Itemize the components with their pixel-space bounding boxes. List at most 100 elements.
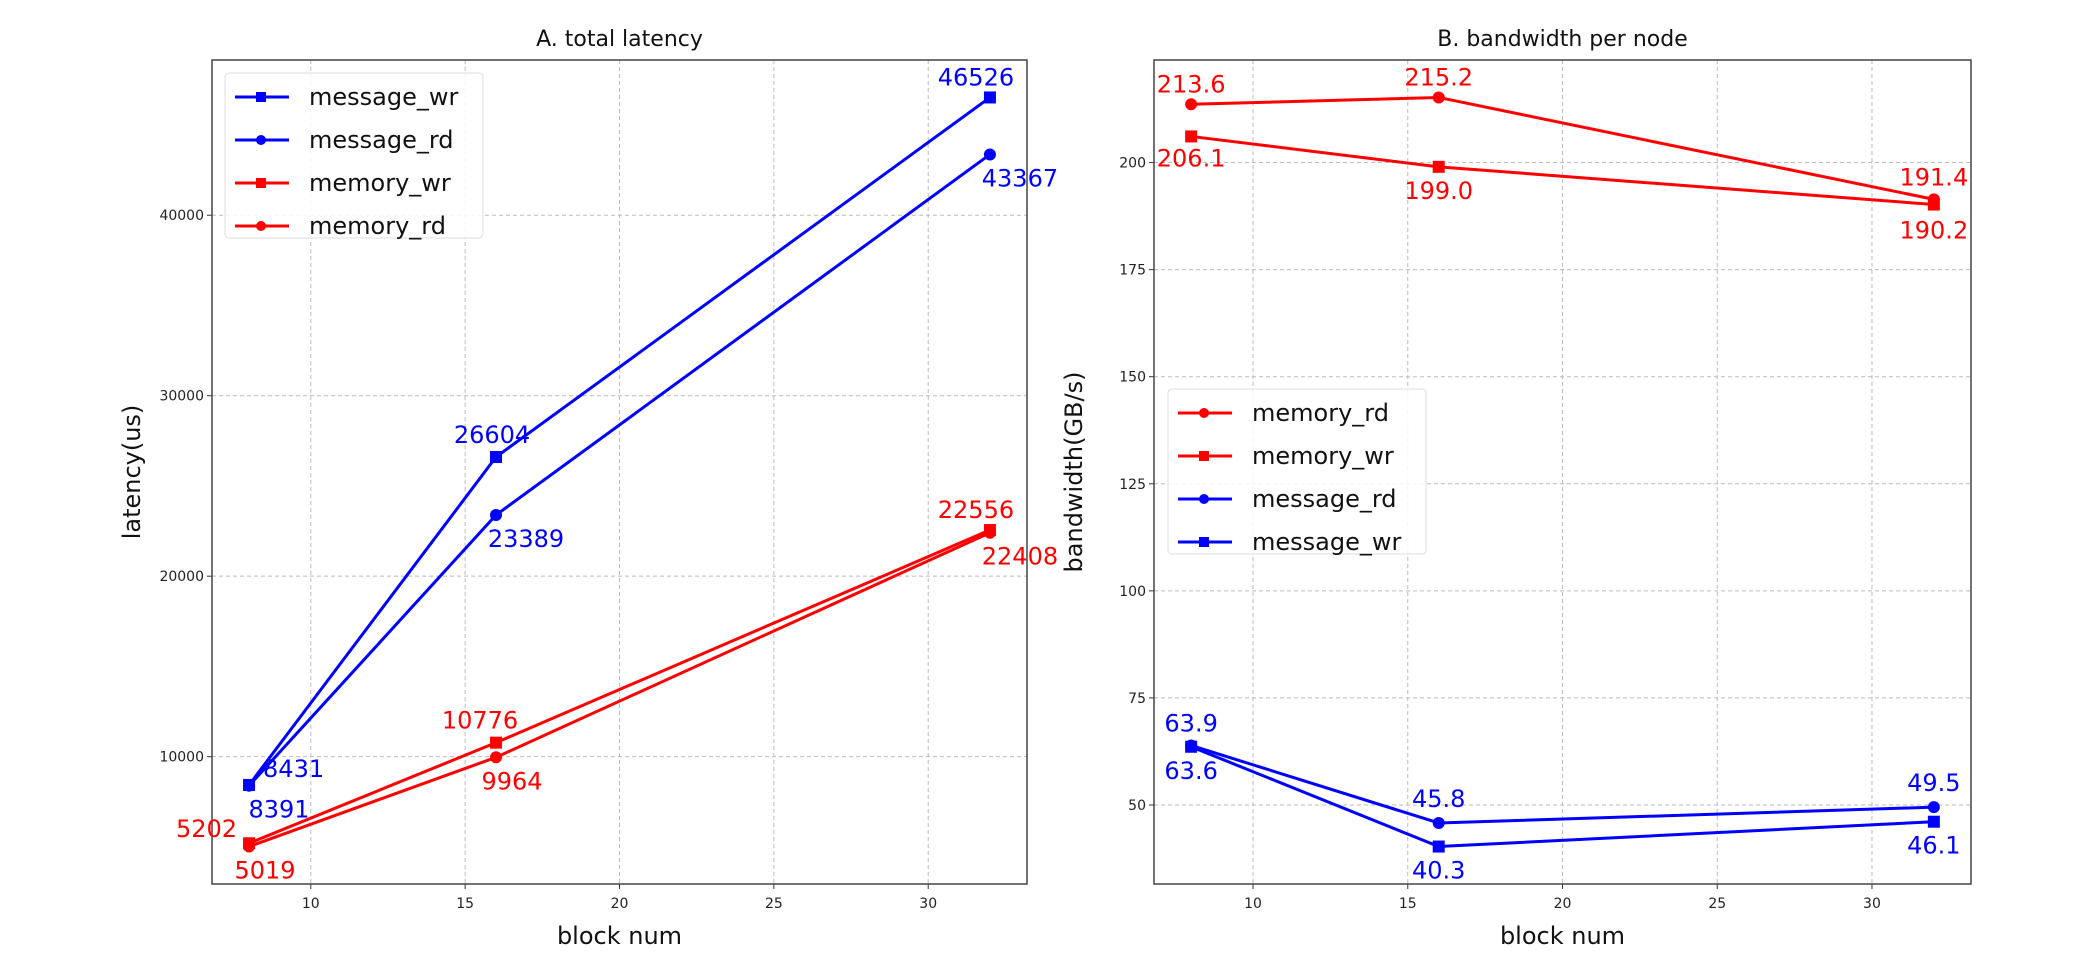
x-tick-label: 15 bbox=[1399, 896, 1417, 912]
x-tick-label: 15 bbox=[456, 896, 474, 912]
data-label: 5019 bbox=[235, 857, 296, 885]
data-label: 63.6 bbox=[1164, 757, 1217, 785]
series-message_rd: 8391 23389 43367 bbox=[243, 148, 1058, 824]
y-tick-label: 125 bbox=[1119, 477, 1146, 493]
data-point-circle bbox=[243, 779, 256, 792]
legend-item-message_rd: message_rd bbox=[1178, 485, 1397, 513]
y-tick-label: 30000 bbox=[159, 389, 204, 405]
legend-item-message_wr: message_wr bbox=[235, 83, 458, 111]
legend-item-memory_wr: memory_wr bbox=[235, 169, 451, 197]
legend-label: memory_rd bbox=[309, 212, 446, 240]
data-point-circle bbox=[490, 751, 503, 764]
data-label: 10776 bbox=[442, 707, 518, 735]
data-point-square bbox=[983, 91, 996, 104]
data-label: 63.9 bbox=[1164, 709, 1217, 737]
data-label: 8391 bbox=[249, 796, 310, 824]
series-message_rd: 63.9 45.8 49.5 bbox=[1164, 709, 1961, 829]
data-point-square bbox=[1432, 160, 1445, 173]
x-tick-label: 10 bbox=[302, 896, 320, 912]
y-tick-label: 20000 bbox=[159, 569, 204, 585]
x-axis-label: block num bbox=[1500, 922, 1625, 950]
data-label: 215.2 bbox=[1404, 63, 1473, 91]
legend-marker-circle bbox=[1199, 408, 1209, 418]
data-label: 190.2 bbox=[1900, 217, 1969, 245]
data-point-circle bbox=[490, 509, 503, 522]
data-point-circle bbox=[243, 840, 256, 853]
data-point-square bbox=[1185, 130, 1198, 143]
legend-marker-circle bbox=[1199, 494, 1209, 504]
x-tick-label: 10 bbox=[1244, 896, 1262, 912]
x-axis-label: block num bbox=[557, 922, 682, 950]
data-label: 22556 bbox=[938, 496, 1014, 524]
data-point-square bbox=[1927, 198, 1940, 211]
plot-frame bbox=[211, 59, 1028, 885]
legend-marker-square bbox=[256, 92, 266, 102]
data-label: 45.8 bbox=[1412, 785, 1465, 813]
chart-title: B. bandwidth per node bbox=[1437, 27, 1688, 52]
y-tick-label: 50 bbox=[1128, 798, 1146, 814]
data-point-square bbox=[1185, 740, 1198, 753]
data-label: 9964 bbox=[481, 767, 542, 795]
chart-total-latency: 10 15 20 25 30 10000 20000 30000 40000 A. total l… bbox=[118, 27, 1058, 950]
series-memory_wr: 206.1 199.0 190.2 bbox=[1157, 130, 1969, 245]
data-label: 49.5 bbox=[1907, 769, 1960, 797]
data-label: 40.3 bbox=[1412, 857, 1465, 885]
plot-frame bbox=[1153, 59, 1972, 885]
chart-bandwidth-per-node: 10 15 20 25 30 50 75 100 125 150 175 200 B. bandwidt… bbox=[1060, 27, 1972, 950]
data-point-circle bbox=[1432, 816, 1445, 829]
legend-label: memory_rd bbox=[1252, 399, 1389, 427]
x-tick-label: 20 bbox=[1554, 896, 1572, 912]
data-point-circle bbox=[983, 526, 996, 539]
y-tick-label: 200 bbox=[1119, 156, 1146, 172]
series-message_wr: 63.6 40.3 46.1 bbox=[1164, 740, 1961, 885]
data-point-circle bbox=[1432, 91, 1445, 104]
series-memory_wr: 5202 10776 22556 bbox=[176, 496, 1014, 850]
data-label: 46.1 bbox=[1907, 832, 1960, 860]
x-tick-label: 30 bbox=[919, 896, 937, 912]
data-point-square bbox=[1432, 840, 1445, 853]
data-label: 22408 bbox=[982, 543, 1058, 571]
chart-title: A. total latency bbox=[536, 27, 703, 52]
legend-box bbox=[1167, 388, 1427, 555]
legend-item-memory_rd: memory_rd bbox=[1178, 399, 1389, 427]
legend: memory_rd memory_wr message_rd message_wr bbox=[1167, 388, 1427, 556]
data-label: 206.1 bbox=[1157, 144, 1226, 172]
legend-marker-circle bbox=[256, 135, 266, 145]
data-label: 5202 bbox=[176, 815, 237, 843]
legend-marker-square bbox=[1199, 537, 1209, 547]
x-tick-label: 25 bbox=[765, 896, 783, 912]
legend-marker-square bbox=[256, 178, 266, 188]
y-tick-label: 75 bbox=[1128, 691, 1146, 707]
data-label: 46526 bbox=[938, 63, 1014, 91]
legend-label: message_rd bbox=[309, 126, 454, 154]
data-point-square bbox=[490, 736, 503, 749]
y-tick-label: 10000 bbox=[159, 750, 204, 766]
legend-label: memory_wr bbox=[309, 169, 451, 197]
legend-box bbox=[224, 72, 484, 239]
series-memory_rd: 213.6 215.2 191.4 bbox=[1157, 63, 1969, 206]
legend-item-message_wr: message_wr bbox=[1178, 528, 1401, 556]
y-tick-label: 100 bbox=[1119, 584, 1146, 600]
data-label: 26604 bbox=[454, 421, 530, 449]
data-point-circle bbox=[1185, 98, 1198, 111]
data-label: 23389 bbox=[488, 525, 564, 553]
data-label: 43367 bbox=[982, 164, 1058, 192]
x-tick-label: 25 bbox=[1708, 896, 1726, 912]
y-tick-label: 150 bbox=[1119, 370, 1146, 386]
legend-item-message_rd: message_rd bbox=[235, 126, 454, 154]
legend-item-memory_wr: memory_wr bbox=[1178, 442, 1394, 470]
legend: message_wr message_rd memory_wr memory_rd bbox=[224, 72, 484, 240]
x-tick-label: 30 bbox=[1863, 896, 1881, 912]
data-label: 213.6 bbox=[1157, 70, 1226, 98]
data-label: 199.0 bbox=[1404, 177, 1473, 205]
legend-label: message_wr bbox=[1252, 528, 1401, 556]
data-point-square bbox=[490, 450, 503, 463]
y-axis-label: bandwidth(GB/s) bbox=[1060, 372, 1088, 573]
legend-marker-circle bbox=[256, 221, 266, 231]
data-label: 191.4 bbox=[1900, 163, 1969, 191]
data-point-circle bbox=[983, 148, 996, 161]
legend-marker-square bbox=[1199, 451, 1209, 461]
y-tick-label: 40000 bbox=[159, 208, 204, 224]
